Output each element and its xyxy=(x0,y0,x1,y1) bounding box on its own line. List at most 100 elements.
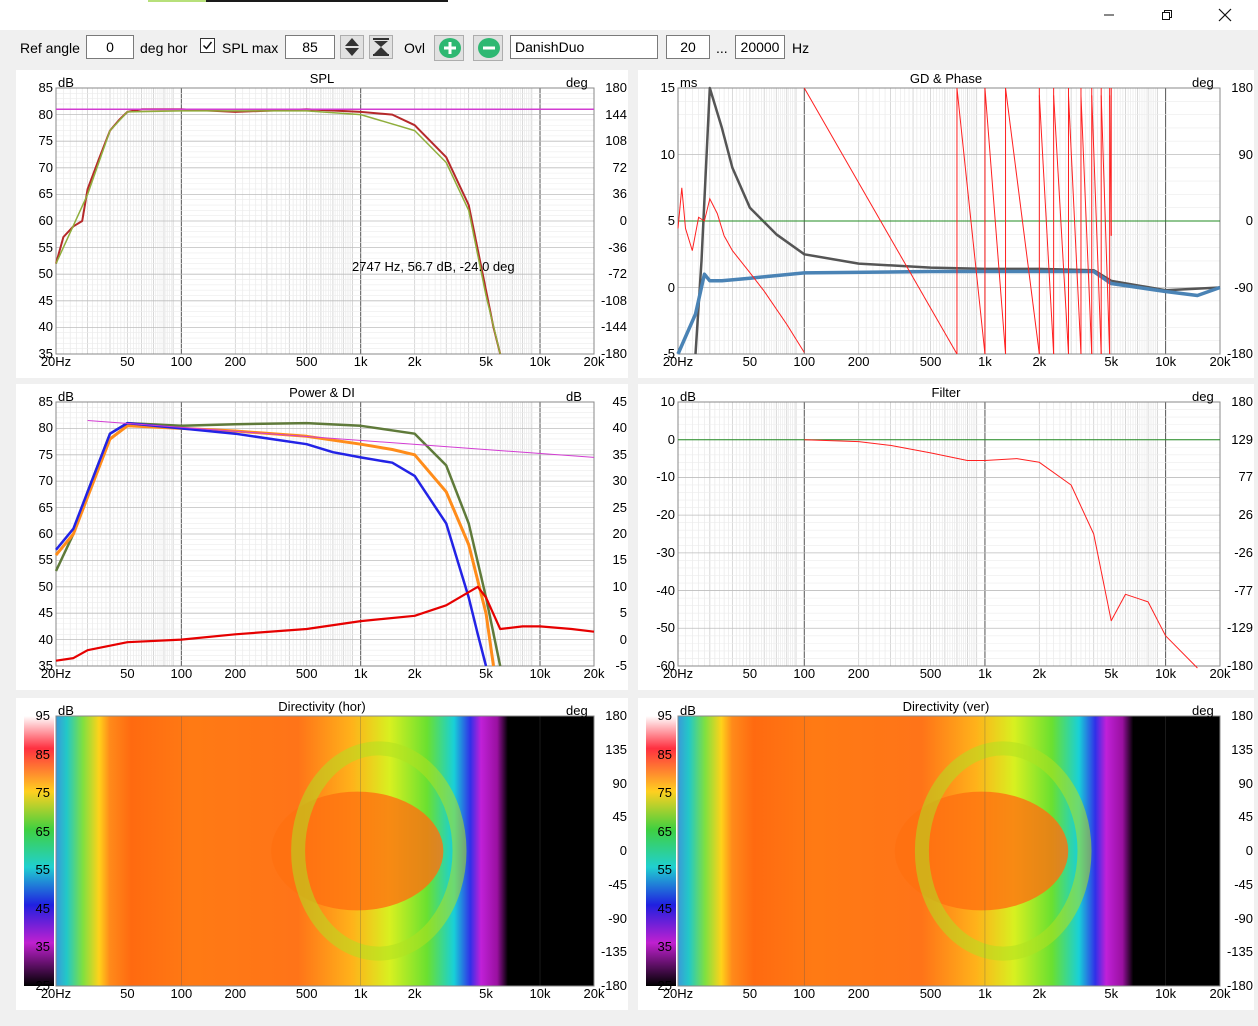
dir_ver-plot-svg xyxy=(646,715,1221,987)
freq-from-input[interactable] xyxy=(666,35,710,59)
power-y-left-tick: 85 xyxy=(38,394,53,409)
dir_ver-y-right-tick: 90 xyxy=(1238,775,1253,791)
dir_hor-y-right-tick: -135 xyxy=(600,944,627,960)
dir_hor-x-tick: 100 xyxy=(170,986,193,1001)
title-accent-strip xyxy=(148,0,206,2)
gd-y-right-tick: 0 xyxy=(1245,213,1253,228)
ovl-label: Ovl xyxy=(404,40,425,56)
filter-series-1 xyxy=(804,439,1198,669)
dir_hor-x-tick: 20k xyxy=(583,986,605,1001)
phase-wrap-segment xyxy=(1053,95,1069,355)
filter-y-right-tick: -129 xyxy=(1226,620,1253,636)
filter-x-tick: 10k xyxy=(1155,666,1177,681)
gd-y-right-tick: -90 xyxy=(1234,279,1253,295)
gd-x-tick: 100 xyxy=(793,354,816,369)
phase-wrap-segment xyxy=(803,87,958,355)
plus-circle-icon xyxy=(439,38,461,58)
overlay-name-input[interactable] xyxy=(510,35,658,59)
filter-y-right-tick: 26 xyxy=(1238,507,1253,523)
gd-x-tick: 10k xyxy=(1155,354,1177,369)
filter-y-left-tick: 10 xyxy=(660,394,675,409)
ref-angle-input[interactable] xyxy=(86,35,134,59)
minimize-icon[interactable] xyxy=(1080,0,1138,30)
gd-unit-left: ms xyxy=(680,75,698,90)
spl-y-left-tick: 50 xyxy=(38,266,53,282)
phase-wrap-segment xyxy=(984,87,1007,355)
phase-wrap-segment xyxy=(1100,95,1111,355)
dir_ver-y-right-tick: -180 xyxy=(1226,978,1253,993)
filter-y-left-tick: -50 xyxy=(656,620,675,636)
power-y-left-tick: 50 xyxy=(38,578,53,594)
dir_hor-y-right-tick: -180 xyxy=(600,978,627,993)
power-di-chart-panel[interactable]: Power & DI dB dB 85 80 75 70 65 60 55 50 45 40 35 45 40… xyxy=(16,384,628,690)
filter-chart-panel[interactable]: Filter dB deg 10 0 -10 -20 -30 -40 -50 -60 180 129 77… xyxy=(638,384,1254,690)
filter-x-tick: 100 xyxy=(793,666,816,681)
spl-y-right-tick: 0 xyxy=(619,213,627,228)
spl-y-left-tick: 45 xyxy=(38,292,53,308)
add-overlay-button[interactable] xyxy=(434,35,464,61)
spl-x-tick: 20k xyxy=(583,354,605,369)
power-x-tick: 20Hz xyxy=(40,666,72,681)
spl-x-tick: 5k xyxy=(479,354,493,369)
plot-frame xyxy=(55,715,595,987)
spl-max-input[interactable] xyxy=(285,35,335,59)
spl-y-left-tick: 60 xyxy=(38,213,53,228)
gd-phase-chart-panel[interactable]: GD & Phase ms deg 15 10 5 0 -5 180 90 0 -90 -180 20Hz… xyxy=(638,70,1254,378)
power-y-right-tick: 5 xyxy=(619,605,627,621)
spin-up-down-button[interactable] xyxy=(340,35,364,59)
spl-max-checkbox[interactable] xyxy=(200,38,215,53)
color-scale-bar xyxy=(646,716,676,986)
phase-wrap-segment xyxy=(1080,95,1093,355)
power-y-left-tick: 45 xyxy=(38,605,53,621)
dir_ver-x-tick: 500 xyxy=(919,986,942,1001)
filter-y-right-tick: -77 xyxy=(1234,582,1253,598)
directivity-ver-panel[interactable]: Directivity (ver) dB deg 95 85 75 65 55 45 35 25 18… xyxy=(638,698,1254,1010)
spl-unit-right: deg xyxy=(566,75,588,90)
filter-x-tick: 500 xyxy=(919,666,942,681)
dir_hor-x-tick: 20Hz xyxy=(40,986,72,1001)
power-y-right-tick: -5 xyxy=(615,658,627,673)
spl-y-right-tick: 36 xyxy=(612,186,627,202)
filter-y-left-tick: -20 xyxy=(656,507,675,523)
gd-y-left-tick: -5 xyxy=(663,346,675,361)
directivity-hor-panel[interactable]: Directivity (hor) dB deg 95 85 75 65 55 45 35 25 18… xyxy=(16,698,628,1010)
dir_ver-scale-tick: 25 xyxy=(657,978,672,993)
close-icon[interactable] xyxy=(1196,0,1254,30)
gd-y-left-tick: 5 xyxy=(667,213,675,228)
deg-hor-label: deg hor xyxy=(140,40,188,56)
power-x-tick: 10k xyxy=(529,666,551,681)
spl-x-tick: 100 xyxy=(170,354,193,369)
dir_ver-y-right-tick: -90 xyxy=(1234,910,1253,926)
plot-frame xyxy=(55,87,595,355)
dir_ver-scale-tick: 45 xyxy=(657,900,672,916)
spl-y-right-tick: -72 xyxy=(608,266,627,282)
spl-chart-panel[interactable]: SPL dB deg 85 80 75 70 65 60 55 50 45 40 35 180 144 108 7… xyxy=(16,70,628,378)
spl-max-label: SPL max xyxy=(222,40,279,56)
filter-x-tick: 50 xyxy=(742,666,758,681)
directivity-lobe xyxy=(894,791,1069,911)
dir_ver-y-right-tick: -135 xyxy=(1226,944,1253,960)
freq-to-input[interactable] xyxy=(735,35,785,59)
restore-icon[interactable] xyxy=(1138,0,1196,30)
power-y-left-tick: 35 xyxy=(38,658,53,673)
spl-y-left-tick: 35 xyxy=(38,346,53,361)
dir_ver-scale-tick: 65 xyxy=(657,823,672,839)
power-x-tick: 20k xyxy=(583,666,605,681)
spl-x-tick: 500 xyxy=(295,354,318,369)
dir_ver-scale-tick: 35 xyxy=(657,939,672,955)
spl-y-right-tick: -108 xyxy=(600,292,627,308)
spin-expand-button[interactable] xyxy=(369,35,393,59)
power-x-tick: 500 xyxy=(295,666,318,681)
filter-y-right-tick: -26 xyxy=(1234,544,1253,560)
dir_ver-x-tick: 100 xyxy=(793,986,816,1001)
spl-x-tick: 10k xyxy=(529,354,551,369)
remove-overlay-button[interactable] xyxy=(473,35,503,61)
title-text-strip xyxy=(206,0,448,2)
ref-angle-label: Ref angle xyxy=(20,40,80,56)
gd-x-tick: 50 xyxy=(742,354,758,369)
filter-y-left-tick: 0 xyxy=(667,431,675,447)
power-y-left-tick: 75 xyxy=(38,446,53,462)
filter-y-left-tick: -10 xyxy=(656,469,675,485)
dir_ver-unit-left: dB xyxy=(680,703,696,718)
spl-y-right-tick: 180 xyxy=(605,80,627,95)
